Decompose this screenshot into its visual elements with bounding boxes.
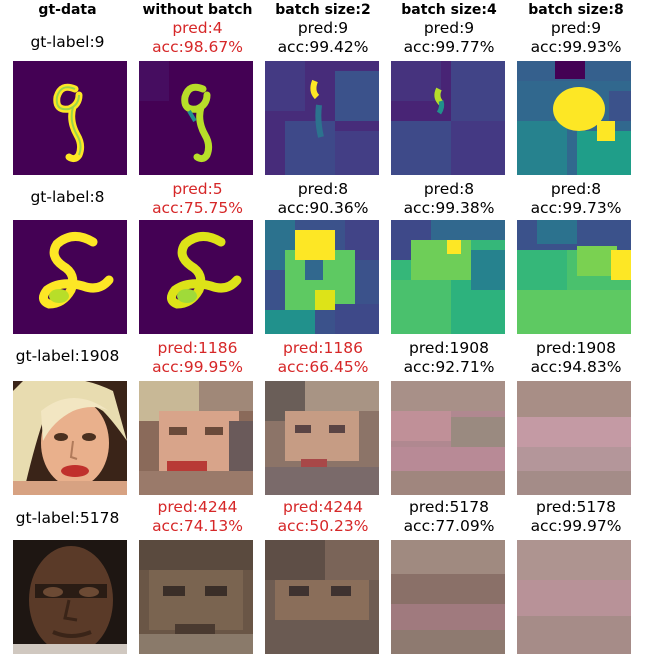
acc-label: acc:94.83% [530,358,622,376]
pred-label: pred:1186 [283,339,363,357]
acc-label: acc:66.45% [277,358,369,376]
batch-size-8-face-image [517,540,631,654]
pred-label: pred:8 [297,180,349,198]
acc-label: acc:98.67% [152,38,243,56]
gt-label-row-1: gt-label:9 [30,33,105,51]
pred-label: pred:4 [172,19,223,37]
without-batch-digit-image [139,61,253,175]
batch-size-8-face-image [517,381,631,495]
batch-size-8-digit-image [517,220,631,334]
pred-label: pred:4244 [157,498,238,516]
acc-label: acc:92.71% [403,358,495,376]
gt-label-row-2: gt-label:8 [30,188,105,206]
gt-face-image [13,381,127,495]
pred-label: pred:1908 [409,339,489,357]
pred-label: pred:5178 [536,498,616,516]
batch-size-4-digit-image [391,220,505,334]
without-batch-face-image [139,381,253,495]
acc-label: acc:50.23% [277,517,369,535]
batch-size-4-digit-image [391,61,505,175]
pred-label: pred:1186 [157,339,238,357]
batch-size-8-digit-image [517,61,631,175]
gt-label-row-4: gt-label:5178 [15,509,120,527]
batch-size-2-digit-image [265,61,379,175]
acc-label: acc:90.36% [277,199,369,217]
acc-label: acc:99.38% [403,199,495,217]
column-header-batch-size-8: batch size:8 [528,2,624,18]
pred-label: pred:5178 [409,498,489,516]
pred-label: pred:5 [172,180,223,198]
without-batch-face-image [139,540,253,654]
batch-size-2-face-image [265,381,379,495]
pred-label: pred:1908 [536,339,616,357]
batch-size-2-face-image [265,540,379,654]
column-header-batch-size-4: batch size:4 [401,2,497,18]
gt-digit-8-image [13,220,127,334]
acc-label: acc:77.09% [403,517,495,535]
gt-face-image [13,540,127,654]
acc-label: acc:99.42% [277,38,369,56]
gt-digit-9-image [13,61,127,175]
pred-label: pred:9 [423,19,475,37]
column-header-batch-size-2: batch size:2 [275,2,371,18]
acc-label: acc:74.13% [152,517,243,535]
acc-label: acc:99.93% [530,38,622,56]
batch-size-4-face-image [391,381,505,495]
batch-size-2-digit-image [265,220,379,334]
column-header-without-batch: without batch [142,2,253,18]
acc-label: acc:75.75% [152,199,243,217]
acc-label: acc:99.77% [403,38,495,56]
pred-label: pred:9 [550,19,602,37]
pred-label: pred:8 [423,180,475,198]
acc-label: acc:99.97% [530,517,622,535]
pred-label: pred:4244 [283,498,363,516]
batch-size-4-face-image [391,540,505,654]
acc-label: acc:99.73% [530,199,622,217]
pred-label: pred:8 [550,180,602,198]
column-header-gt-data: gt-data [38,2,97,18]
without-batch-digit-image [139,220,253,334]
pred-label: pred:9 [297,19,349,37]
acc-label: acc:99.95% [152,358,243,376]
gt-label-row-3: gt-label:1908 [15,347,120,365]
